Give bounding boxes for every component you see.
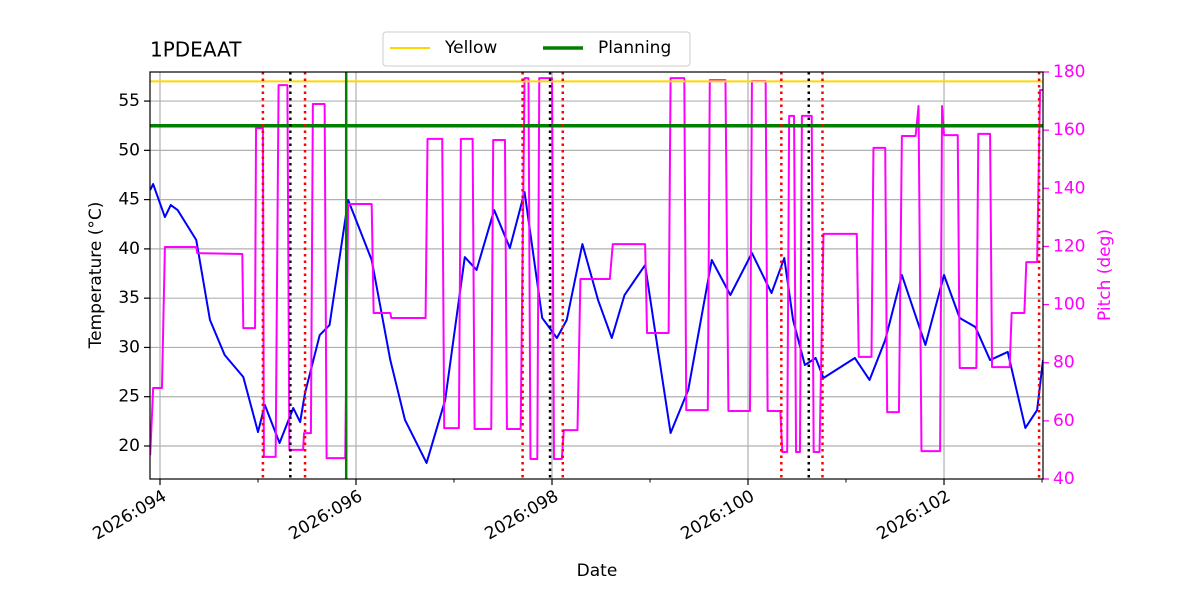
y-tick-label: 40 [118,239,140,259]
y2-tick-label: 100 [1053,295,1085,315]
y2-tick-label: 40 [1053,469,1075,489]
y-axis-label: Temperature (°C) [86,202,106,350]
y-tick-label: 45 [118,190,140,210]
legend: Yellow Planning [382,31,691,67]
legend-label: Yellow [444,38,497,58]
y2-axis-label: Pitch (deg) [1095,229,1115,321]
legend-label: Planning [598,38,671,58]
y2-tick-label: 80 [1053,353,1075,373]
chart-title: 1PDEAAT [150,38,242,62]
y2-tick-label: 60 [1053,411,1075,431]
plot-area [150,72,1043,479]
y2-tick-label: 180 [1053,62,1085,82]
y2-tick-label: 140 [1053,178,1085,198]
y-tick-label: 35 [118,288,140,308]
y-tick-label: 25 [118,387,140,407]
y-tick-label: 30 [118,337,140,357]
y2-tick-label: 120 [1053,236,1085,256]
legend-box [382,31,691,67]
axes-frame [149,71,1044,480]
y-tick-label: 50 [118,140,140,160]
data-line [150,183,1043,464]
y-tick-label: 55 [118,91,140,111]
y2-tick-label: 160 [1053,120,1085,140]
y-tick-label: 20 [118,436,140,456]
x-axis-label: Date [577,561,618,581]
